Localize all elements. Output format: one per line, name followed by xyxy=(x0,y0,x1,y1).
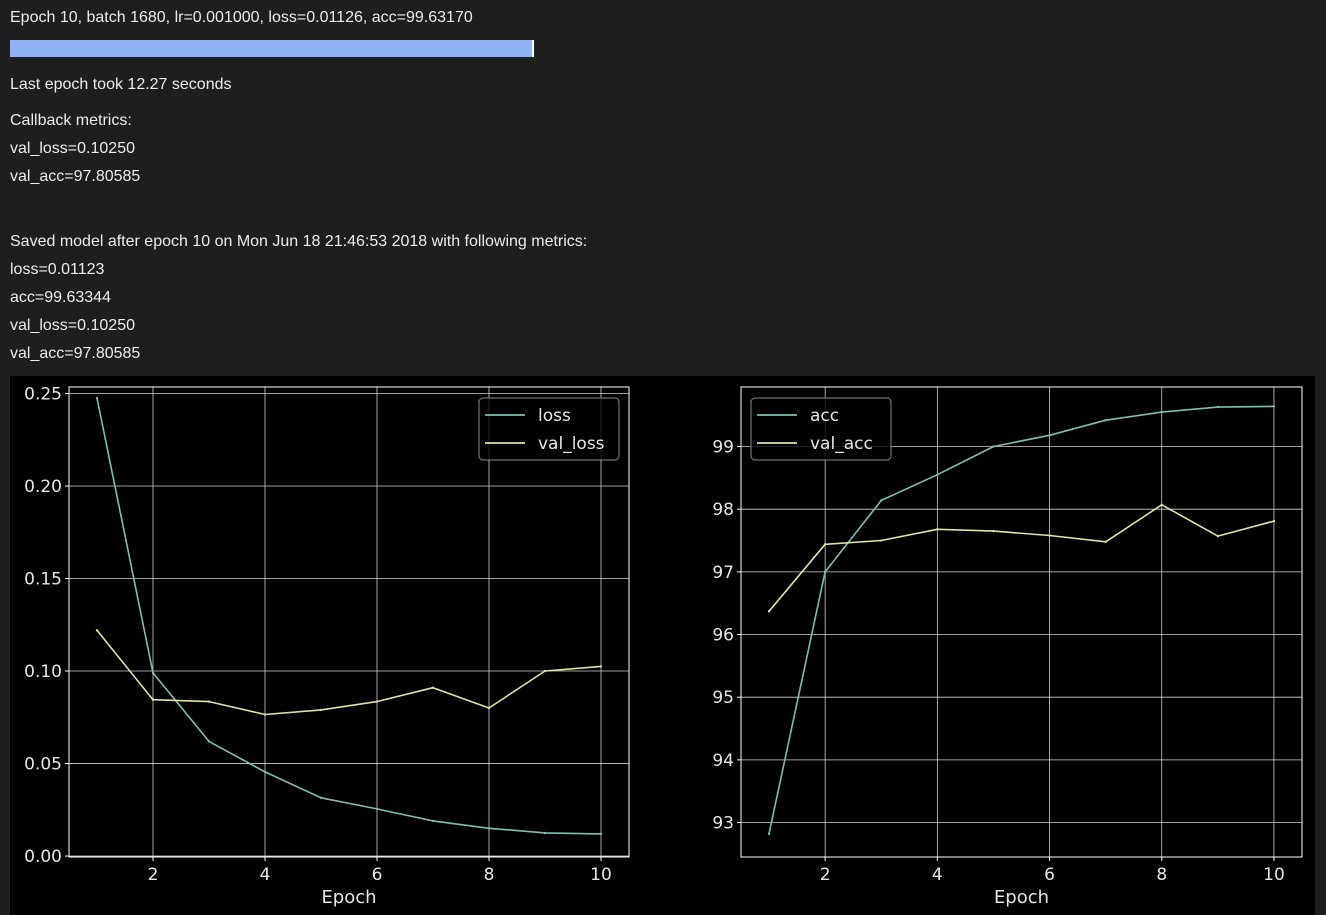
data-point-loss-1 xyxy=(95,396,99,400)
data-point-acc-10 xyxy=(1272,405,1276,408)
plot-frame xyxy=(68,386,630,858)
progress-bar-fill xyxy=(10,40,533,57)
progress-bar-marker xyxy=(532,40,534,57)
data-point-val_loss-10 xyxy=(599,665,603,668)
x-tick-label-2: 4 xyxy=(260,865,271,885)
legend: loss val_loss xyxy=(478,397,620,461)
data-point-acc-5 xyxy=(992,445,995,448)
data-point-acc-9 xyxy=(1216,405,1220,409)
legend-box xyxy=(478,397,620,461)
data-point-val_acc-5 xyxy=(992,529,995,533)
data-point-loss-3 xyxy=(207,740,211,743)
data-point-loss-7 xyxy=(431,819,435,823)
data-point-val_acc-6 xyxy=(1048,534,1051,537)
legend-label-val_loss: val_loss xyxy=(538,434,605,454)
legend-label-val_acc: val_acc xyxy=(810,434,873,454)
x-tick-label-1: 2 xyxy=(820,865,831,885)
saved-val-acc: val_acc=97.80585 xyxy=(10,345,141,362)
data-point-val_acc-2 xyxy=(823,543,827,546)
legend-label-loss: loss xyxy=(538,406,571,426)
data-point-val_loss-2 xyxy=(151,698,155,701)
y-tick-label-7: 99 xyxy=(712,438,734,458)
legend-box xyxy=(750,397,892,461)
data-point-loss-9 xyxy=(543,831,547,835)
callback-val-loss: val_loss=0.10250 xyxy=(10,140,135,157)
x-tick-label-3: 6 xyxy=(372,865,383,885)
data-point-val_loss-6 xyxy=(375,700,379,703)
data-point-val_acc-3 xyxy=(880,539,883,542)
data-point-loss-8 xyxy=(487,827,491,830)
saved-val-loss: val_loss=0.10250 xyxy=(10,317,135,334)
series-line-acc xyxy=(768,405,1274,834)
x-axis-label: Epoch xyxy=(994,887,1049,908)
data-point-loss-2 xyxy=(151,671,155,675)
data-point-val_loss-7 xyxy=(431,686,435,689)
callback-metrics-header: Callback metrics: xyxy=(10,112,132,129)
x-tick-label-1: 2 xyxy=(148,865,159,885)
y-tick-label-3: 95 xyxy=(712,688,734,708)
data-point-val_acc-7 xyxy=(1104,540,1107,543)
data-point-acc-1 xyxy=(767,832,771,836)
saved-model-text: Saved model after epoch 10 on Mon Jun 18… xyxy=(10,233,588,250)
chart-1: 2 4 6 8 10 0.00 0.05 0.10 0.15 0.20 0.25 Epoch loss v… xyxy=(24,384,630,908)
data-point-val_loss-9 xyxy=(543,669,547,673)
x-tick-label-2: 4 xyxy=(932,865,943,885)
y-tick-label-1: 0.00 xyxy=(24,847,62,867)
progress-bar xyxy=(10,40,535,57)
data-point-acc-6 xyxy=(1048,434,1051,437)
series-line-val_loss xyxy=(96,629,602,716)
y-tick-label-5: 97 xyxy=(712,563,734,583)
data-point-val_loss-3 xyxy=(207,700,211,703)
progress-status-text: Epoch 10, batch 1680, lr=0.001000, loss=… xyxy=(10,9,473,26)
data-point-val_loss-8 xyxy=(487,706,491,710)
callback-val-acc: val_acc=97.80585 xyxy=(10,168,141,185)
x-tick-label-5: 10 xyxy=(1263,865,1285,885)
x-axis-label: Epoch xyxy=(321,887,376,908)
plot-frame xyxy=(740,386,1303,858)
x-tick-label-5: 10 xyxy=(590,865,612,885)
y-tick-label-1: 93 xyxy=(712,814,734,834)
x-tick-label-3: 6 xyxy=(1044,865,1055,885)
series-line-val_acc xyxy=(768,504,1275,612)
saved-acc: acc=99.63344 xyxy=(10,289,111,306)
data-point-acc-4 xyxy=(936,473,939,476)
x-tick-label-4: 8 xyxy=(484,865,495,885)
epoch-duration-text: Last epoch took 12.27 seconds xyxy=(10,76,232,93)
data-point-loss-6 xyxy=(375,807,379,811)
data-point-val_acc-1 xyxy=(767,610,771,613)
data-point-val_loss-5 xyxy=(319,708,323,712)
training-charts: 2 4 6 8 10 0.00 0.05 0.10 0.15 0.20 0.25 Epoch loss v… xyxy=(24,384,1303,908)
saved-loss: loss=0.01123 xyxy=(10,261,105,278)
data-point-loss-4 xyxy=(263,770,267,774)
y-tick-label-4: 0.15 xyxy=(24,570,62,590)
y-tick-label-2: 94 xyxy=(712,751,734,771)
y-tick-label-4: 96 xyxy=(712,626,734,646)
data-point-val_acc-8 xyxy=(1160,503,1163,507)
data-point-val_loss-4 xyxy=(263,713,267,716)
y-tick-label-3: 0.10 xyxy=(24,662,62,682)
data-point-acc-7 xyxy=(1104,419,1107,422)
series-line-loss xyxy=(96,397,602,835)
data-point-loss-5 xyxy=(319,796,323,799)
data-point-acc-3 xyxy=(880,499,883,502)
data-point-val_acc-9 xyxy=(1216,534,1220,538)
data-point-acc-2 xyxy=(823,570,827,574)
data-point-loss-10 xyxy=(599,832,603,836)
data-point-val_acc-10 xyxy=(1272,519,1276,523)
data-point-acc-8 xyxy=(1160,410,1163,414)
x-tick-label-4: 8 xyxy=(1156,865,1167,885)
y-tick-label-2: 0.05 xyxy=(24,755,62,775)
data-point-val_acc-4 xyxy=(936,528,939,531)
training-plots-figure: 2 4 6 8 10 0.00 0.05 0.10 0.15 0.20 0.25 Epoch loss v… xyxy=(10,376,1315,915)
legend-label-acc: acc xyxy=(810,406,839,426)
legend: acc val_acc xyxy=(750,397,892,461)
chart-2: 2 4 6 8 10 93 94 95 96 97 98 99 Epoch acc val_acc xyxy=(712,386,1303,908)
y-tick-label-6: 98 xyxy=(712,500,734,520)
y-tick-label-6: 0.25 xyxy=(24,384,62,404)
y-tick-label-5: 0.20 xyxy=(24,477,62,497)
data-point-val_loss-1 xyxy=(95,629,99,632)
